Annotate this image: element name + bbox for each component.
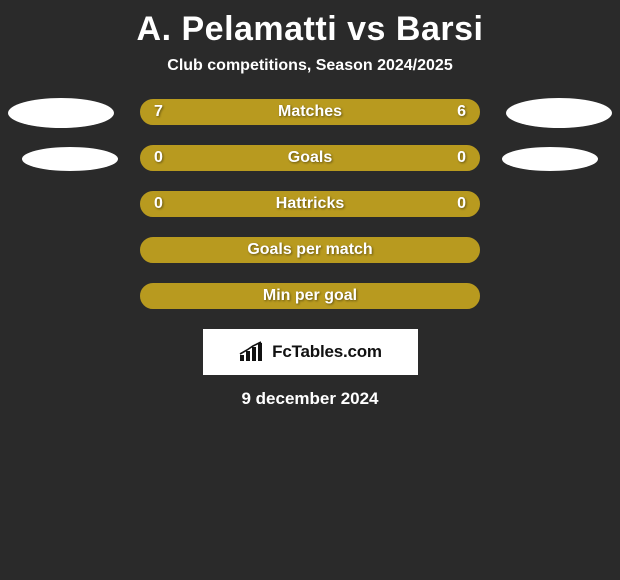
stat-label: Min per goal (263, 287, 357, 305)
brand-text: FcTables.com (272, 342, 382, 362)
player1-marker (22, 147, 118, 171)
stat-label: Goals per match (247, 241, 372, 259)
vs-separator: vs (347, 10, 386, 48)
player2-marker (502, 147, 598, 171)
stat-label: Hattricks (276, 195, 344, 213)
stat-label: Matches (278, 103, 342, 121)
stat-value-left: 0 (154, 195, 163, 213)
stat-value-left: 7 (154, 103, 163, 121)
player2-marker (506, 98, 612, 128)
stat-bar: 0 0 Goals (140, 145, 480, 171)
stat-value-left: 0 (154, 149, 163, 167)
subtitle: Club competitions, Season 2024/2025 (0, 57, 620, 99)
stat-bar: 0 0 Hattricks (140, 191, 480, 217)
page-title: A. Pelamatti vs Barsi (0, 0, 620, 57)
brand-box: FcTables.com (203, 329, 418, 375)
stat-value-right: 0 (457, 195, 466, 213)
chart-icon (238, 341, 266, 363)
player1-name: A. Pelamatti (137, 10, 338, 48)
stat-bar: Goals per match (140, 237, 480, 263)
player1-marker (8, 98, 114, 128)
comparison-row: 0 0 Goals (0, 145, 620, 173)
stat-value-right: 0 (457, 149, 466, 167)
comparison-row: Goals per match (0, 237, 620, 265)
stat-value-right: 6 (457, 103, 466, 121)
stat-bar: 7 6 Matches (140, 99, 480, 125)
date-text: 9 december 2024 (0, 389, 620, 409)
stat-bar: Min per goal (140, 283, 480, 309)
comparison-row: 7 6 Matches (0, 99, 620, 127)
player2-name: Barsi (396, 10, 484, 48)
bar-fill-right (323, 101, 478, 123)
comparison-rows: 7 6 Matches 0 0 Goals 0 0 Hattricks Goals per mat… (0, 99, 620, 311)
comparison-row: Min per goal (0, 283, 620, 311)
stat-label: Goals (288, 149, 332, 167)
comparison-row: 0 0 Hattricks (0, 191, 620, 219)
